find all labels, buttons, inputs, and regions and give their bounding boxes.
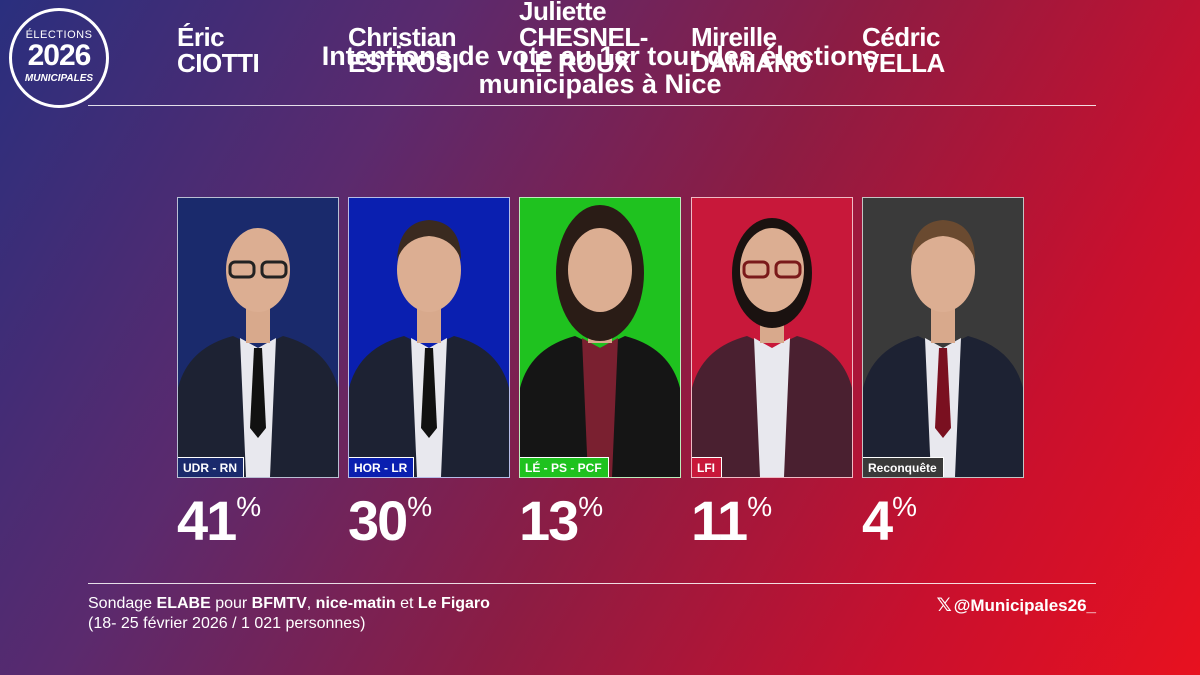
candidate-card: Cédric VELLA Reconquête 4% xyxy=(862,0,1024,560)
percentage-sign: % xyxy=(578,491,604,522)
top-divider xyxy=(88,105,1096,106)
percentage-value: 30 xyxy=(348,489,408,552)
candidate-name: Cédric VELLA xyxy=(862,24,1062,76)
candidate-card: Juliette CHESNEL- LE ROUX LÉ - PS - PCF 13% xyxy=(519,0,681,560)
percentage-sign: % xyxy=(236,491,262,522)
percentage-sign: % xyxy=(407,491,433,522)
party-badge: HOR - LR xyxy=(349,457,415,477)
percentage-value: 11 xyxy=(691,489,748,552)
portrait-silhouette xyxy=(692,218,852,477)
bottom-divider xyxy=(88,583,1096,584)
candidate-photo: LFI xyxy=(691,197,853,478)
elections-2026-logo: ÉLECTIONS 2026 MUNICIPALES xyxy=(9,8,109,108)
party-badge: LFI xyxy=(692,457,722,477)
poll-source: Sondage ELABE pour BFMTV, nice-matin et … xyxy=(88,594,490,634)
handle-text: @Municipales26_ xyxy=(953,596,1096,615)
candidate-first-name: Cédric xyxy=(862,22,940,52)
pollster-name: ELABE xyxy=(156,595,211,612)
source-for: pour xyxy=(210,595,252,612)
candidate-first-name: Juliette xyxy=(519,0,607,26)
media-bfmtv: BFMTV xyxy=(251,595,307,612)
party-badge: UDR - RN xyxy=(178,457,244,477)
portrait-silhouette xyxy=(520,205,680,477)
vote-percentage: 11% xyxy=(691,488,772,553)
candidate-card: Éric CIOTTI UDR - RN 41% xyxy=(177,0,339,560)
vote-percentage: 13% xyxy=(519,488,603,553)
candidate-last-name: CIOTTI xyxy=(177,48,260,78)
page-title: Intentions de vote au 1er tour des élect… xyxy=(160,42,1040,98)
percentage-sign: % xyxy=(747,491,773,522)
vote-percentage: 41% xyxy=(177,488,261,553)
logo-line3: MUNICIPALES xyxy=(24,73,94,84)
party-badge: LÉ - PS - PCF xyxy=(520,457,609,477)
portrait-silhouette xyxy=(863,220,1023,477)
source-line1: Sondage ELABE pour BFMTV, nice-matin et … xyxy=(88,594,490,614)
candidate-photo: Reconquête xyxy=(862,197,1024,478)
percentage-value: 13 xyxy=(519,489,579,552)
title-line2: municipales à Nice xyxy=(478,69,722,99)
candidate-last-name: DAMIANO xyxy=(691,48,812,78)
candidate-name: Juliette CHESNEL- LE ROUX xyxy=(519,0,719,76)
vote-percentage: 30% xyxy=(348,488,432,553)
candidate-last-name: VELLA xyxy=(862,48,945,78)
candidate-last-name: CHESNEL- xyxy=(519,22,648,52)
title-line1: Intentions de vote au 1er tour des élect… xyxy=(321,41,879,71)
candidate-first-name: Christian xyxy=(348,22,457,52)
candidate-card: Mireille DAMIANO LFI 11% xyxy=(691,0,853,560)
candidate-name: Mireille DAMIANO xyxy=(691,24,891,76)
candidate-first-name: Éric xyxy=(177,22,225,52)
candidate-photo: HOR - LR xyxy=(348,197,510,478)
candidate-photo: LÉ - PS - PCF xyxy=(519,197,681,478)
logo-line1: ÉLECTIONS xyxy=(25,29,93,41)
logo-line2: 2026 xyxy=(27,39,92,72)
candidate-photo: UDR - RN xyxy=(177,197,339,478)
portrait-silhouette xyxy=(349,220,509,477)
vote-percentage: 4% xyxy=(862,488,917,553)
percentage-sign: % xyxy=(892,491,918,522)
candidate-name: Christian ESTROSI xyxy=(348,24,548,76)
candidate-card: Christian ESTROSI HOR - LR 30% xyxy=(348,0,510,560)
candidate-first-name: Mireille xyxy=(691,22,777,52)
candidate-name: Éric CIOTTI xyxy=(177,24,377,76)
social-handle[interactable]: 𝕏 @Municipales26_ xyxy=(936,594,1096,617)
media-nice-matin: nice-matin xyxy=(315,595,396,612)
x-logo-icon: 𝕏 xyxy=(936,595,952,616)
percentage-value: 41 xyxy=(177,489,237,552)
source-prefix: Sondage xyxy=(88,595,157,612)
media-le-figaro: Le Figaro xyxy=(417,595,490,612)
source-sep: , xyxy=(306,595,316,612)
candidate-last-name: ESTROSI xyxy=(348,48,459,78)
portrait-silhouette xyxy=(178,228,338,477)
party-badge: Reconquête xyxy=(863,457,944,477)
candidate-last-name: LE ROUX xyxy=(519,48,632,78)
percentage-value: 4 xyxy=(862,489,893,552)
source-details: (18- 25 février 2026 / 1 021 personnes) xyxy=(88,615,366,632)
source-and: et xyxy=(395,595,418,612)
